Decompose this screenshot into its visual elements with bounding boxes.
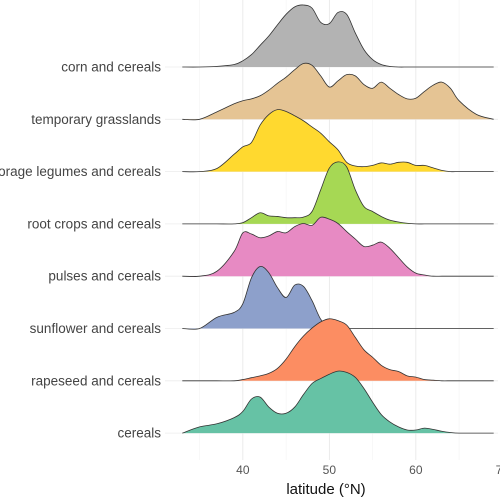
ridge-outline [182, 4, 494, 68]
ridge-outline [182, 62, 494, 121]
ridges [182, 4, 494, 434]
ridge-outline [182, 161, 494, 225]
x-tick-label: 60 [409, 463, 423, 477]
ridge-area [182, 161, 494, 224]
category-label: temporary grasslands [31, 112, 161, 127]
category-labels: corn and cereals temporary grasslands fora… [0, 60, 161, 441]
x-axis-ticks: 40 50 60 70 [236, 463, 500, 477]
ridge-area [182, 4, 494, 68]
ridge-outline [182, 318, 494, 382]
x-tick-label: 50 [323, 463, 337, 477]
ridge-area [182, 318, 494, 381]
ridge-outline [182, 109, 494, 173]
category-label: pulses and cereals [48, 269, 161, 284]
x-tick-label: 40 [236, 463, 250, 477]
ridge-area [182, 63, 494, 120]
category-label: root crops and cereals [27, 216, 161, 231]
ridge-area [182, 216, 494, 277]
ridge-area [182, 266, 494, 330]
ridge-outline [182, 370, 494, 434]
category-label: cereals [117, 426, 161, 441]
category-label: forage legumes and cereals [0, 164, 161, 179]
ridge-outline [182, 216, 494, 277]
ridge-area [182, 109, 494, 172]
ridge-area [182, 371, 494, 434]
x-tick-label: 70 [496, 463, 500, 477]
category-label: sunflower and cereals [30, 321, 162, 336]
category-label: corn and cereals [61, 60, 161, 75]
category-label: rapeseed and cereals [31, 373, 161, 388]
x-axis-title: latitude (°N) [286, 481, 365, 498]
